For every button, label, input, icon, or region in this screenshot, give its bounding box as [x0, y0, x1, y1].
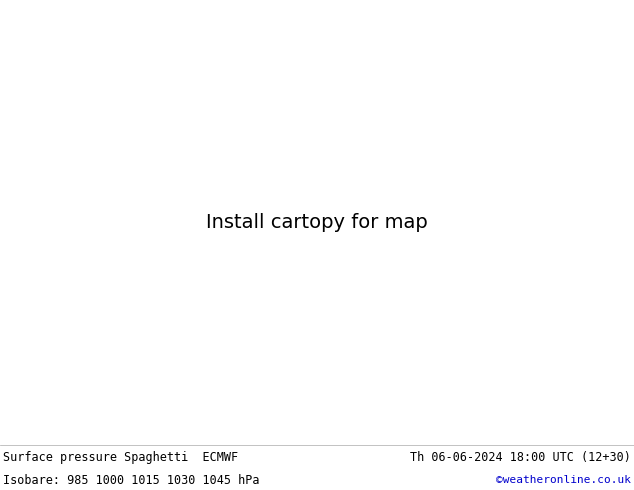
Text: Install cartopy for map: Install cartopy for map	[206, 213, 428, 232]
Text: Th 06-06-2024 18:00 UTC (12+30): Th 06-06-2024 18:00 UTC (12+30)	[410, 451, 631, 464]
Text: ©weatheronline.co.uk: ©weatheronline.co.uk	[496, 475, 631, 485]
Text: Surface pressure Spaghetti  ECMWF: Surface pressure Spaghetti ECMWF	[3, 451, 238, 464]
Text: Isobare: 985 1000 1015 1030 1045 hPa: Isobare: 985 1000 1015 1030 1045 hPa	[3, 473, 260, 487]
